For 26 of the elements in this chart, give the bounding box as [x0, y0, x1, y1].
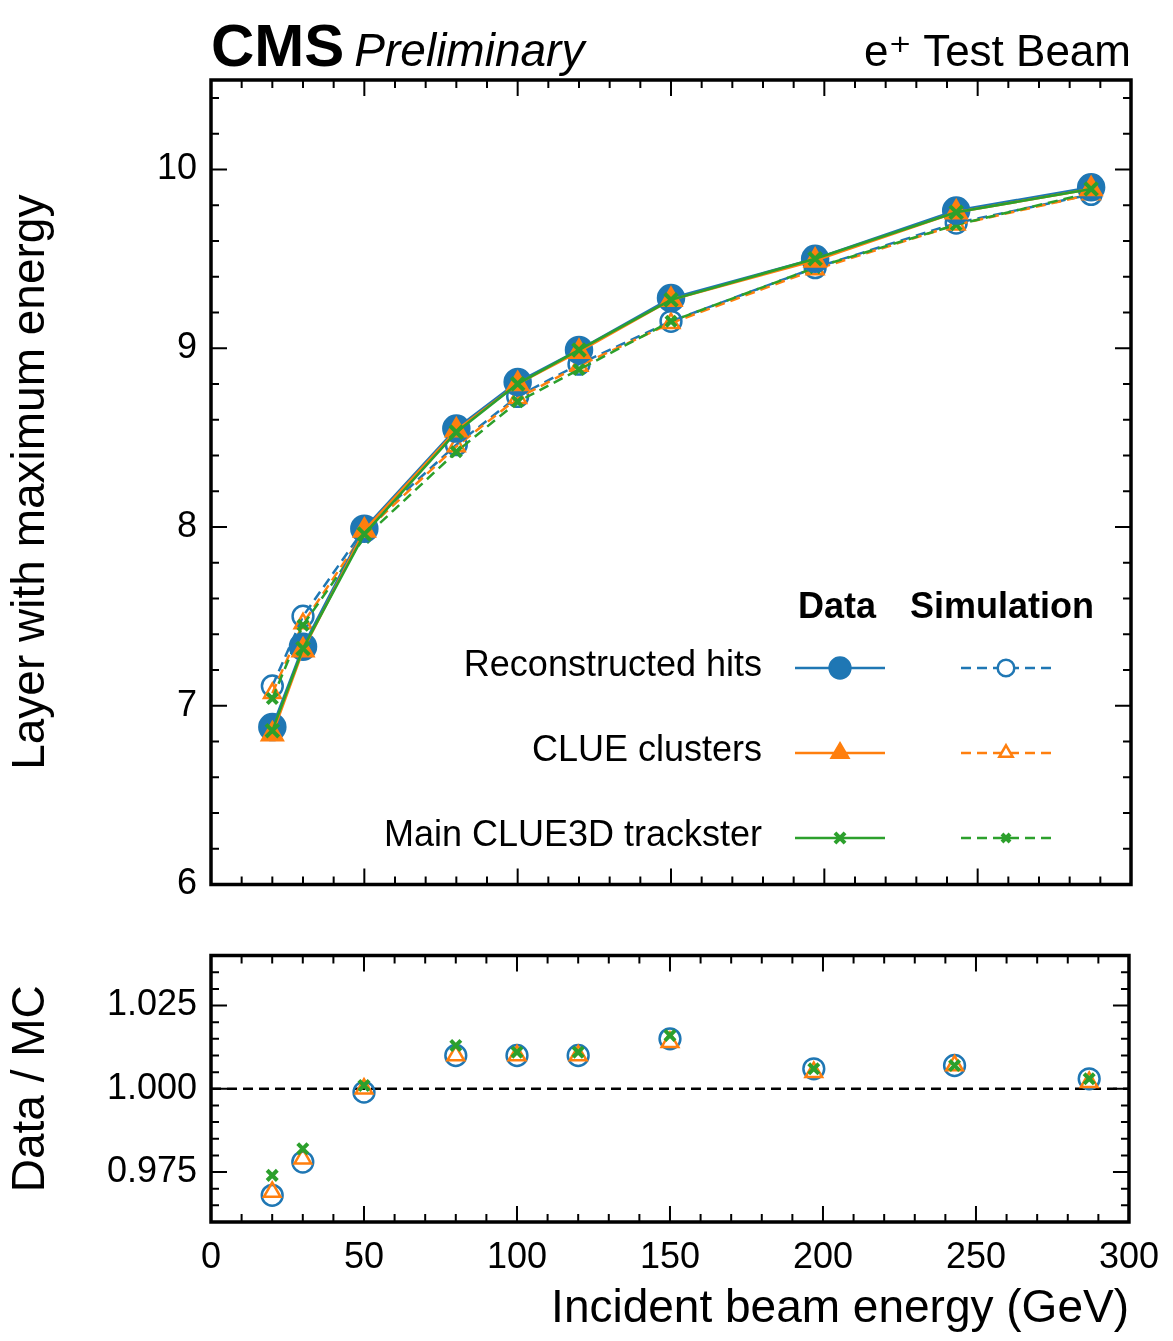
y-tick-label: 7 — [176, 682, 197, 724]
y-tick-label: 0.975 — [106, 1148, 197, 1190]
legend-label: Reconstructed hits — [463, 643, 762, 684]
legend-label: CLUE clusters — [531, 728, 762, 769]
chart-title: CMS — [211, 12, 345, 79]
x-tick-label: 100 — [486, 1234, 548, 1276]
annotation: Simulation — [909, 585, 1095, 626]
y-tick-label: 10 — [156, 146, 197, 188]
y-tick-label: 1.000 — [106, 1065, 197, 1107]
x-tick-label: 200 — [792, 1234, 854, 1276]
y-tick-label: 9 — [176, 325, 197, 367]
annotation: Data — [797, 585, 877, 626]
text: e⁺ Test Beam — [864, 26, 1131, 75]
y-axis-title: Layer with maximum energy — [2, 194, 55, 770]
x-tick-label: 300 — [1098, 1234, 1160, 1276]
y-tick-label: 6 — [176, 861, 197, 903]
x-tick-label: 250 — [945, 1234, 1007, 1276]
x-axis-title: Incident beam energy (GeV) — [551, 1280, 1129, 1333]
y-tick-label: 1.025 — [106, 982, 197, 1024]
y-axis-title: Data / MC — [2, 985, 55, 1193]
legend-label: Main CLUE3D trackster — [383, 813, 762, 854]
x-tick-label: 0 — [200, 1234, 222, 1276]
chart-subtitle: Preliminary — [354, 24, 588, 76]
x-tick-label: 50 — [343, 1234, 385, 1276]
x-tick-label: 150 — [639, 1234, 701, 1276]
y-tick-label: 8 — [176, 503, 197, 545]
